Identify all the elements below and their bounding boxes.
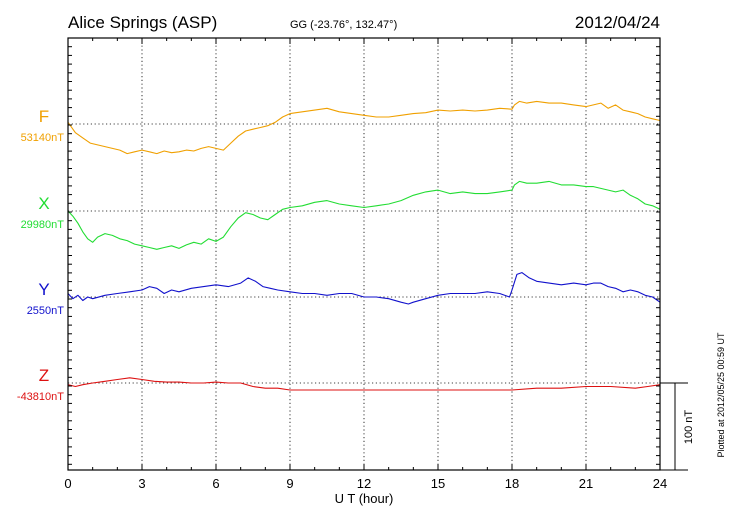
station-title: Alice Springs (ASP) [68, 13, 217, 32]
trace-y [67, 272, 661, 305]
x-tick-label: 3 [138, 476, 145, 491]
baseline-value-f: 53140nT [21, 132, 65, 144]
trace-x [67, 180, 661, 250]
plotted-timestamp: Plotted at 2012/05/25 00:59 UT [716, 332, 726, 458]
x-tick-label: 9 [286, 476, 293, 491]
x-tick-label: 18 [505, 476, 519, 491]
trace-f [67, 100, 661, 155]
x-tick-label: 0 [64, 476, 71, 491]
component-name-x: X [38, 194, 49, 213]
data-traces [67, 100, 661, 391]
date-label: 2012/04/24 [575, 13, 660, 32]
baseline-value-x: 29980nT [21, 219, 65, 231]
component-name-f: F [39, 107, 49, 126]
x-axis-ticks: 0 3 6 9 12 15 18 21 24 [64, 38, 667, 491]
x-tick-label: 21 [579, 476, 593, 491]
x-tick-label: 15 [431, 476, 445, 491]
component-labels: F 53140nT X 29980nT Y 2550nT Z -43810nT [17, 107, 64, 403]
baseline-value-y: 2550nT [27, 305, 65, 317]
baseline-value-z: -43810nT [17, 391, 64, 403]
component-name-z: Z [39, 366, 49, 385]
x-tick-label: 6 [212, 476, 219, 491]
scale-bar-label: 100 nT [683, 410, 695, 445]
x-tick-label: 24 [653, 476, 667, 491]
trace-z [67, 377, 661, 391]
station-coordinates: GG (-23.76°, 132.47°) [290, 19, 397, 31]
component-name-y: Y [38, 280, 49, 299]
scale-bar: 100 nT [660, 382, 695, 471]
x-axis-label: U T (hour) [335, 491, 394, 506]
grid-lines [68, 38, 660, 470]
x-tick-label: 12 [357, 476, 371, 491]
